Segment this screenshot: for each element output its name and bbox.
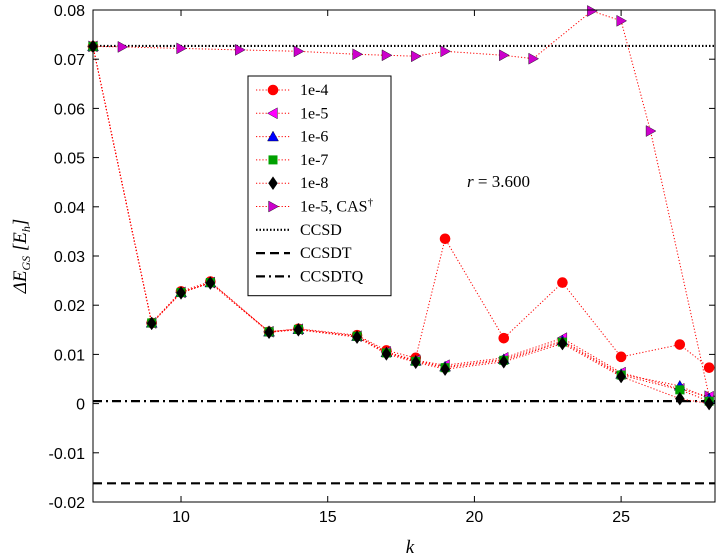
series-line-triangle-right	[92, 10, 710, 397]
y-tick-label: 0.08	[54, 3, 85, 20]
data-point-circle	[615, 351, 627, 363]
y-axis-label: ΔEGS [Eh]	[10, 219, 33, 295]
data-point-triangle-right	[117, 41, 129, 53]
data-point-triangle-right	[587, 5, 598, 17]
legend-marker-circle	[267, 84, 279, 96]
data-point-diamond	[205, 276, 216, 290]
data-point-diamond	[381, 347, 392, 361]
x-tick-label: 20	[466, 509, 484, 526]
data-point-triangle-right	[411, 50, 422, 63]
series-line-circle	[92, 46, 710, 369]
series-line-diamond	[92, 46, 710, 405]
legend-label: 1e-4	[300, 82, 328, 99]
legend-label: 1e-5	[300, 105, 328, 122]
y-tick-label: 0.06	[54, 101, 85, 118]
y-tick-label: 0	[76, 397, 85, 414]
data-point-circle	[439, 233, 451, 245]
x-tick-label: 15	[319, 509, 337, 526]
r-value-annotation: r = 3.600	[467, 172, 530, 191]
y-tick-label: 0.02	[54, 298, 85, 315]
data-point-triangle-right	[381, 49, 393, 62]
data-point-triangle-right	[440, 45, 451, 58]
data-point-diamond	[293, 322, 304, 337]
x-tick-label: 10	[172, 509, 190, 526]
y-tick-label: -0.01	[49, 446, 86, 463]
y-tick-label: 0.05	[54, 151, 85, 168]
series-line-triangle-left	[92, 46, 710, 398]
data-point-diamond	[499, 354, 509, 369]
legend-label: CCSDTQ	[300, 268, 364, 285]
data-point-diamond	[557, 336, 568, 351]
legend-label: 1e-7	[300, 152, 328, 169]
data-point-diamond	[616, 369, 626, 384]
data-point-triangle-right	[528, 52, 540, 65]
legend-marker-triangle-right	[268, 200, 279, 213]
data-point-triangle-right	[499, 49, 510, 62]
y-tick-label: 0.07	[54, 52, 85, 69]
data-point-triangle-right	[293, 45, 305, 58]
data-point-diamond	[176, 286, 186, 300]
y-tick-label: 0.04	[54, 200, 85, 217]
legend-marker-triangle-left	[267, 107, 278, 120]
legend-label: 1e-5, CAS†	[300, 197, 374, 216]
plot-frame	[92, 9, 716, 503]
y-tick-label: 0.03	[54, 249, 85, 266]
legend-label: 1e-8	[300, 175, 328, 192]
data-point-triangle-right	[235, 44, 246, 56]
legend-label: CCSDT	[300, 245, 352, 262]
data-point-triangle-right	[176, 42, 187, 55]
data-point-circle	[703, 362, 715, 373]
x-tick-label: 25	[612, 509, 630, 526]
data-point-circle	[557, 277, 568, 288]
data-point-diamond	[410, 355, 421, 370]
x-axis-label: k	[406, 537, 415, 558]
series-line-square	[92, 46, 710, 402]
data-point-triangle-right	[616, 14, 628, 27]
data-point-diamond	[440, 362, 450, 377]
data-point-diamond	[146, 316, 157, 331]
legend-marker-triangle-up	[267, 130, 279, 142]
legend-marker-square	[268, 155, 278, 165]
data-point-diamond	[352, 330, 362, 345]
data-point-triangle-right	[645, 125, 657, 137]
data-point-circle	[674, 339, 686, 350]
data-point-diamond	[264, 325, 274, 340]
series-line-triangle-up	[92, 46, 710, 400]
y-tick-label: -0.02	[49, 495, 86, 512]
legend-label: CCSD	[300, 222, 342, 239]
data-point-circle	[498, 332, 510, 344]
y-tick-label: 0.01	[54, 347, 85, 364]
data-point-triangle-right	[352, 48, 363, 61]
legend-label: 1e-6	[300, 129, 328, 146]
data-point-diamond	[675, 391, 685, 406]
legend-marker-diamond	[268, 176, 278, 191]
